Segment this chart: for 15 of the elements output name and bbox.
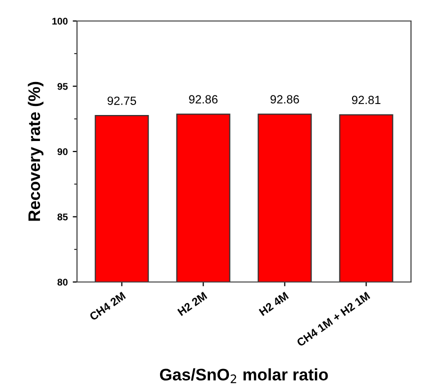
y-axis-title: Recovery rate (%) xyxy=(28,82,44,221)
y-tick-label: 85 xyxy=(57,213,68,220)
y-tick-label: 100 xyxy=(52,18,68,25)
x-tick-label: H2 2M xyxy=(177,292,208,316)
x-axis-title: Gas/SnO$_{2}$ molar ratio xyxy=(160,368,328,384)
x-tick-label: H2 4M xyxy=(258,292,289,316)
data-label: 92.81 xyxy=(352,96,380,104)
x-tick-label: CH4 1M + H2 1M xyxy=(296,292,370,347)
y-tick-label: 80 xyxy=(57,278,68,286)
data-label: 92.86 xyxy=(189,95,218,104)
data-label: 92.75 xyxy=(108,96,136,105)
x-tick-label: CH4 2M xyxy=(88,292,126,321)
data-label: 92.86 xyxy=(270,95,299,104)
y-tick-label: 95 xyxy=(57,82,68,90)
y-tick-label: 90 xyxy=(57,148,68,156)
